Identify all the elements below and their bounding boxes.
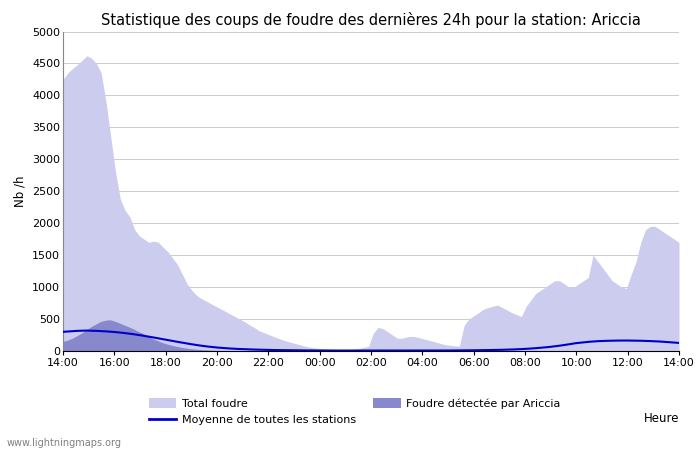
Text: Heure: Heure [643, 412, 679, 425]
Text: www.lightningmaps.org: www.lightningmaps.org [7, 438, 122, 448]
Title: Statistique des coups de foudre des dernières 24h pour la station: Ariccia: Statistique des coups de foudre des dern… [101, 12, 641, 27]
Y-axis label: Nb /h: Nb /h [13, 176, 27, 207]
Legend: Total foudre, Moyenne de toutes les stations, Foudre détectée par Ariccia: Total foudre, Moyenne de toutes les stat… [148, 398, 561, 425]
